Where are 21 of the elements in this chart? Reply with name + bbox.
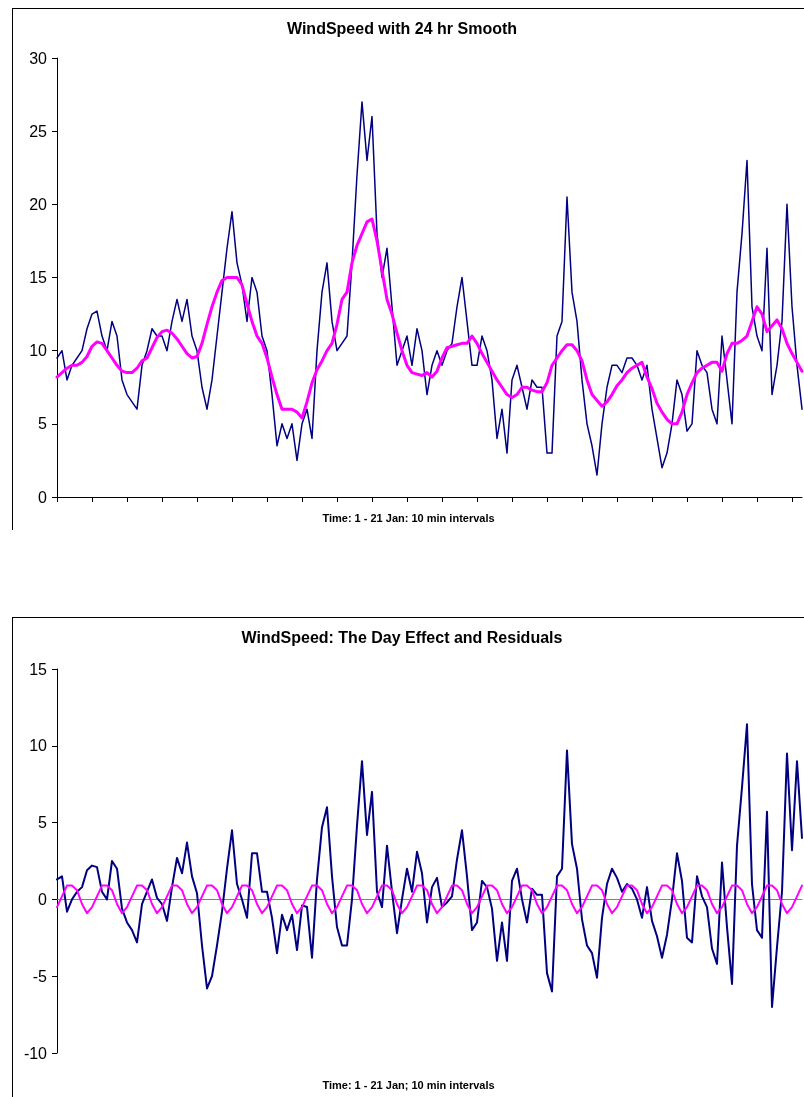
y-tick-label: -5 [32, 967, 48, 985]
chart-title: WindSpeed: The Day Effect and Residuals [241, 629, 563, 646]
y-tick-label: 10 [29, 737, 48, 755]
y-tick-label: 5 [38, 415, 48, 433]
line-series [56, 723, 803, 1008]
line-series [56, 101, 803, 476]
line-series [56, 884, 803, 915]
y-tick-label: 15 [29, 269, 48, 286]
y-tick-label: 5 [38, 814, 48, 832]
line-series [55, 217, 804, 426]
y-tick-label: 25 [29, 122, 48, 140]
x-axis-title: Time: 1 - 21 Jan: 10 min intervals [322, 511, 495, 524]
chart-title: WindSpeed with 24 hr Smooth [286, 20, 518, 37]
y-tick-label: 10 [29, 342, 48, 360]
y-tick-label: 20 [29, 195, 48, 213]
x-axis-title: Time: 1 - 21 Jan; 10 min intervals [322, 1078, 495, 1091]
y-tick-label: -10 [23, 1044, 48, 1062]
y-tick-label: 0 [38, 488, 48, 506]
y-tick-label: 0 [38, 890, 48, 908]
y-tick-label: 15 [29, 660, 48, 678]
y-tick-label: 30 [29, 49, 48, 67]
